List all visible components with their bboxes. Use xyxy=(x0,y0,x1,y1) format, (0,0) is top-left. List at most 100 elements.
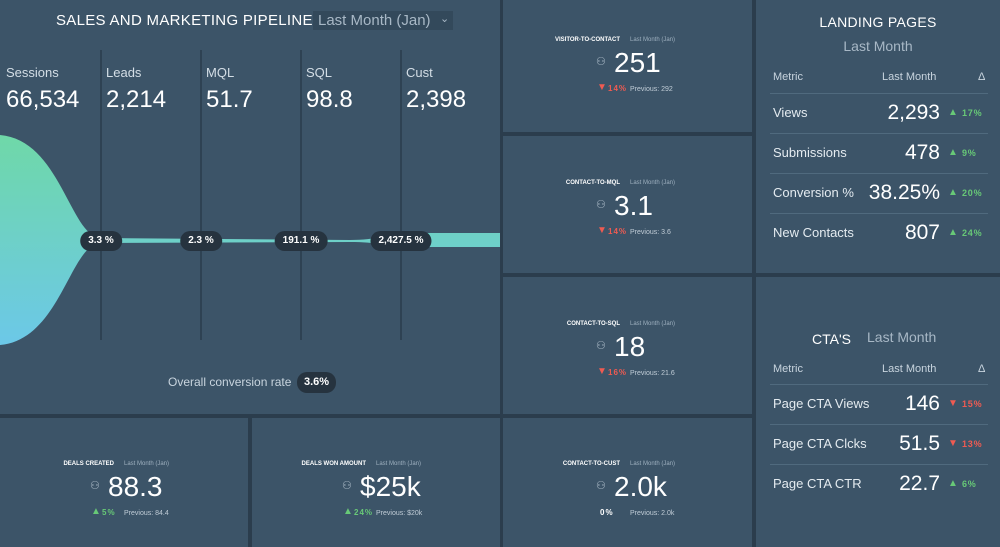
metric-name: New Contacts xyxy=(773,225,854,240)
table-panel xyxy=(756,0,1000,273)
metric-icon: ⚇ xyxy=(596,340,606,352)
metric-icon: ⚇ xyxy=(596,480,606,492)
stage-value: 66,534 xyxy=(6,86,80,113)
trend-icon: ▼ xyxy=(597,366,607,377)
change: 24% xyxy=(962,228,983,238)
metric-value: 18 xyxy=(614,331,646,362)
row-divider xyxy=(770,213,988,214)
table-header: Δ xyxy=(978,71,986,83)
metric-value: 2.0k xyxy=(614,471,667,502)
metric-value: 88.3 xyxy=(108,471,163,502)
widget-title: DEALS CREATED xyxy=(63,461,114,467)
period-dropdown[interactable]: Last Month (Jan) xyxy=(630,37,676,43)
widget-title: CONTACT-TO-SQL xyxy=(566,321,620,327)
metric-name: Page CTA Views xyxy=(773,396,870,411)
metric-value: 807 xyxy=(904,221,940,244)
metric-icon: ⚇ xyxy=(90,480,100,492)
panel-title: CTA'S xyxy=(812,331,851,347)
period-dropdown[interactable]: Last Month (Jan) xyxy=(630,461,676,467)
period-dropdown[interactable]: Last Month (Jan) xyxy=(630,321,676,327)
funnel-shape xyxy=(0,135,500,345)
metric-value: 51.5 xyxy=(899,432,940,455)
period-dropdown[interactable]: Last Month (Jan) xyxy=(376,461,422,467)
change: 17% xyxy=(962,108,983,118)
rate-badge: 2,427.5 % xyxy=(370,231,432,251)
widget-title: CONTACT-TO-CUST xyxy=(562,461,620,467)
rate-badge: 2.3 % xyxy=(180,231,222,251)
period-dropdown[interactable]: Last Month xyxy=(867,329,937,345)
row-divider xyxy=(770,133,988,134)
metric-name: Conversion % xyxy=(773,185,854,200)
row-divider xyxy=(770,424,988,425)
metric-value: 146 xyxy=(904,392,940,415)
stage-value: 2,214 xyxy=(106,86,167,113)
trend-icon: ▼ xyxy=(948,438,958,449)
change: 14% xyxy=(608,84,628,93)
widget-title: DEALS WON AMOUNT xyxy=(301,461,366,467)
previous: Previous: 2.0k xyxy=(630,510,675,517)
stage-value: 98.8 xyxy=(306,86,353,113)
metric-value: 38.25% xyxy=(868,181,940,204)
metric-name: Submissions xyxy=(773,145,847,160)
stage-label: MQL xyxy=(206,65,235,80)
metric-name: Views xyxy=(773,105,808,120)
change: 16% xyxy=(608,368,628,377)
panel-title: SALES AND MARKETING PIPELINE xyxy=(56,12,313,29)
change: 0% xyxy=(600,508,614,517)
rate-badge: 191.1 % xyxy=(274,231,328,251)
metric-value: 3.1 xyxy=(614,190,653,221)
funnel xyxy=(0,50,500,345)
widget-title: CONTACT-TO-MQL xyxy=(565,180,620,186)
table-header: Δ xyxy=(978,363,986,375)
trend-icon: ▲ xyxy=(948,107,958,118)
metric-value: $25k xyxy=(360,471,421,502)
trend-icon: ▲ xyxy=(948,478,958,489)
stage-label: Leads xyxy=(106,65,142,80)
stage-label: Sessions xyxy=(6,65,59,80)
stage-value: 2,398 xyxy=(406,86,467,113)
widget-panel xyxy=(503,0,752,132)
metric-value: 251 xyxy=(614,47,661,78)
rate-badge: 3.3 % xyxy=(80,231,122,251)
panel-title: LANDING PAGES xyxy=(819,14,937,30)
metric-icon: ⚇ xyxy=(596,56,606,68)
change: 9% xyxy=(962,148,977,158)
change: 20% xyxy=(962,188,983,198)
previous: Previous: 3.6 xyxy=(630,229,671,236)
metric-value: 478 xyxy=(904,141,940,164)
overall-value: 3.6% xyxy=(297,372,337,393)
trend-icon: ▼ xyxy=(948,398,958,409)
row-divider xyxy=(770,464,988,465)
trend-icon: ▼ xyxy=(597,82,607,93)
metric-value: 22.7 xyxy=(899,472,940,495)
table-header: Metric xyxy=(773,71,803,83)
change: 13% xyxy=(962,439,983,449)
previous: Previous: 21.6 xyxy=(630,370,675,377)
previous: Previous: $20k xyxy=(376,510,423,517)
previous: Previous: 84.4 xyxy=(124,510,169,517)
pipeline-panel xyxy=(0,0,500,414)
table-header: Metric xyxy=(773,363,803,375)
period-dropdown[interactable]: Last Month (Jan) xyxy=(313,11,453,30)
previous: Previous: 292 xyxy=(630,86,673,93)
overall-label: Overall conversion rate xyxy=(168,375,292,389)
table-header: Last Month xyxy=(882,363,937,375)
metric-name: Page CTA CTR xyxy=(773,476,862,491)
table-header: Last Month xyxy=(882,71,937,83)
row-divider xyxy=(770,173,988,174)
stage-label: Cust xyxy=(406,65,433,80)
widget-panel xyxy=(503,136,752,273)
change: 14% xyxy=(608,227,628,236)
chevron: ⌄ xyxy=(440,13,450,25)
period-dropdown[interactable]: Last Month xyxy=(843,38,913,54)
widget-title: VISITOR-TO-CONTACT xyxy=(555,37,620,43)
trend-icon: ▲ xyxy=(948,147,958,158)
widget-panel xyxy=(503,277,752,414)
period-dropdown[interactable]: Last Month (Jan) xyxy=(630,180,676,186)
widget-panel xyxy=(0,418,248,547)
change: 6% xyxy=(962,479,977,489)
stage-value: 51.7 xyxy=(206,86,253,113)
stage-label: SQL xyxy=(306,65,333,80)
period-dropdown[interactable]: Last Month (Jan) xyxy=(124,461,170,467)
